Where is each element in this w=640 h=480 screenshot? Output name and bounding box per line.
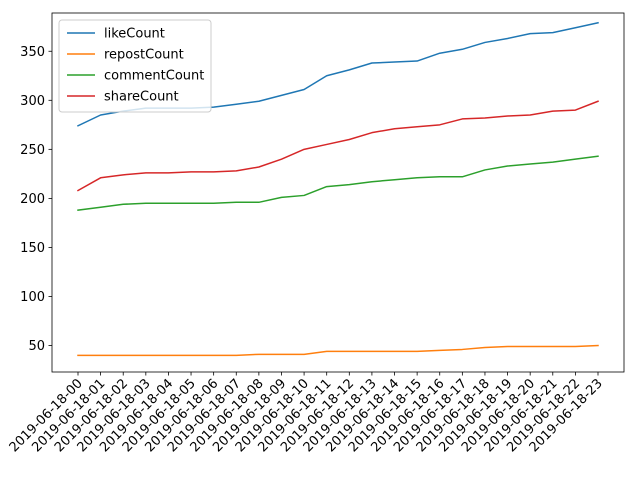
legend-label-repostCount: repostCount <box>104 48 184 63</box>
y-tick-label: 150 <box>20 241 45 256</box>
plot-frame <box>51 12 625 373</box>
series-line-shareCount <box>76 100 599 192</box>
y-tick-label: 200 <box>20 192 45 207</box>
legend-label-commentCount: commentCount <box>104 69 204 84</box>
series-line-repostCount <box>77 344 599 357</box>
legend-label-likeCount: likeCount <box>104 27 165 42</box>
legend-box <box>58 19 212 113</box>
series-line-commentCount <box>77 155 599 212</box>
y-axis: 50 100 150 200 250 300 350 <box>20 45 52 354</box>
y-tick-label: 300 <box>20 94 45 109</box>
y-tick-label: 50 <box>28 339 45 354</box>
y-tick-label: 250 <box>20 143 45 158</box>
y-tick-label: 350 <box>20 45 45 60</box>
legend-label-shareCount: shareCount <box>104 90 179 105</box>
legend: likeCount repostCount commentCount shareCou… <box>58 19 212 113</box>
y-tick-label: 100 <box>20 290 45 305</box>
